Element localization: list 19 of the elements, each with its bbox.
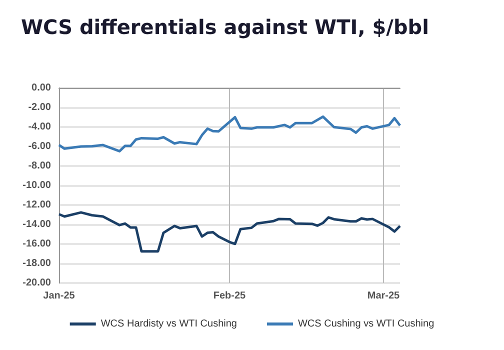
legend-label: WCS Hardisty vs WTI Cushing	[100, 318, 237, 330]
chart-title: WCS differentials against WTI, $/bbl	[21, 15, 429, 39]
y-tick-label: -10.00	[22, 180, 52, 191]
y-tick-label: -2.00	[28, 102, 52, 113]
x-tick-label: Jan-25	[43, 290, 76, 302]
legend-label: WCS Cushing vs WTI Cushing	[298, 318, 434, 330]
line-series	[58, 211, 402, 253]
y-tick-label: -6.00	[28, 141, 52, 152]
x-tick-label: Mar-25	[367, 290, 400, 302]
y-tick-label: -8.00	[28, 160, 52, 172]
y-tick-label: -20.00	[22, 278, 52, 288]
y-tick-label: -12.00	[22, 200, 52, 210]
y-tick-label: -18.00	[22, 258, 52, 269]
y-tick-label: -4.00	[28, 122, 52, 132]
y-tick-label: -16.00	[22, 238, 52, 250]
x-tick-label: Feb-25	[213, 290, 246, 302]
y-tick-label: 0.00	[32, 82, 52, 94]
y-tick-label: -14.00	[22, 219, 52, 230]
line-series	[58, 115, 402, 152]
